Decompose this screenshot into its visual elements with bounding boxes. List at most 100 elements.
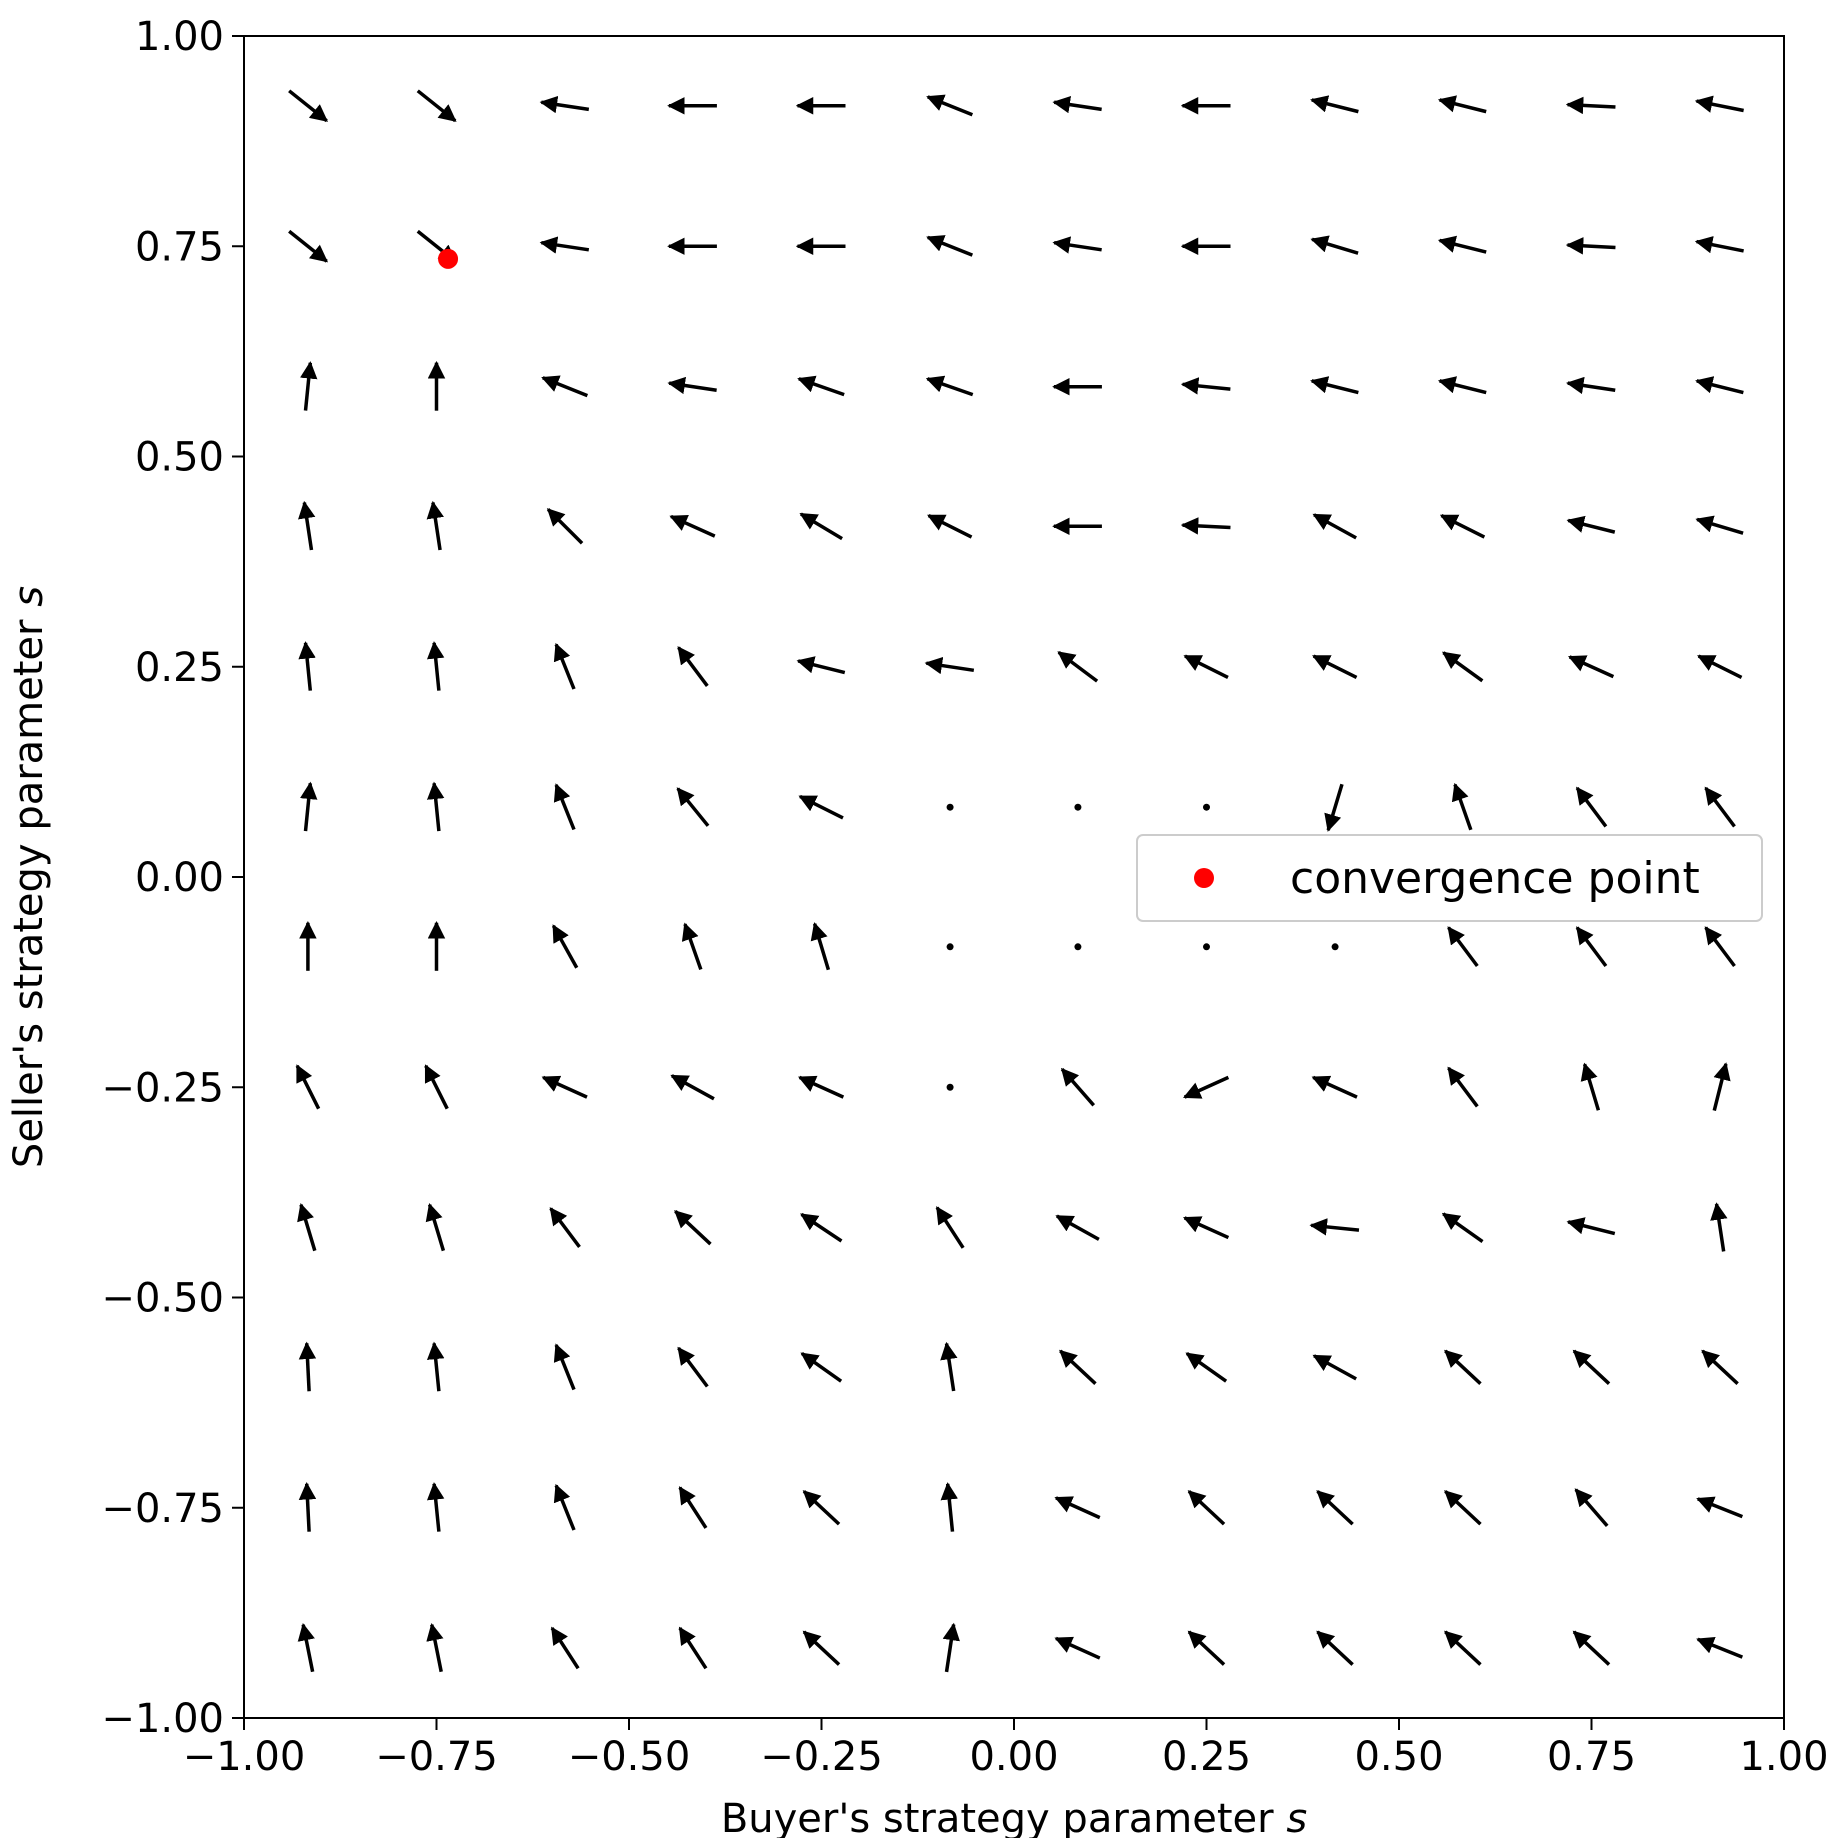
vector-arrow	[1312, 513, 1357, 540]
vector-arrow	[1444, 1490, 1482, 1526]
y-axis-label-text: Seller's strategy parameter	[6, 619, 52, 1168]
vector-arrow	[797, 375, 845, 397]
vector-arrow	[426, 1622, 444, 1673]
x-tick-label: −0.25	[760, 1734, 883, 1780]
convergence-point-layer	[438, 248, 459, 269]
y-tick-label: 0.00	[135, 855, 224, 901]
vector-arrow	[424, 1064, 449, 1110]
legend-marker	[1194, 868, 1214, 888]
vector-arrow	[541, 375, 589, 398]
vector-arrow	[300, 361, 318, 411]
vector-arrow	[1310, 235, 1359, 255]
vector-arrow	[1437, 235, 1487, 254]
vector-arrow	[1568, 655, 1615, 679]
vector-arrow	[800, 1352, 843, 1383]
vector-arrow	[798, 1075, 845, 1099]
vector-arrow	[802, 1490, 841, 1526]
y-tick-label: 0.50	[135, 435, 224, 481]
vector-arrow	[426, 1341, 445, 1392]
vector-arrow	[1309, 1218, 1360, 1236]
vector-arrow	[674, 1210, 712, 1246]
vector-arrow	[940, 1341, 958, 1392]
vector-arrow	[1694, 95, 1744, 113]
vector-arrow	[810, 922, 831, 971]
vector-arrow	[935, 1206, 965, 1249]
vector-arrow	[1572, 1630, 1611, 1666]
y-axis-ticks: 1.00 0.75 0.50 0.25 0.00 −0.25 −0.50 −0.75 −1.00	[101, 14, 244, 1742]
vector-dot	[946, 803, 954, 811]
vector-arrow	[802, 1630, 841, 1666]
vector-arrow	[549, 1207, 581, 1248]
vector-arrow	[1575, 786, 1608, 828]
vector-arrow	[1447, 926, 1479, 968]
vector-arrow	[1712, 1062, 1731, 1111]
y-tick-label: 1.00	[135, 14, 224, 60]
y-tick-label: −1.00	[101, 1696, 224, 1742]
vector-arrow	[1451, 782, 1473, 831]
vector-arrow	[798, 794, 844, 820]
vector-dot	[946, 943, 954, 951]
vector-arrow	[676, 787, 710, 827]
vector-arrow	[796, 656, 846, 675]
vector-arrow	[425, 1203, 446, 1252]
vector-arrow	[288, 229, 329, 263]
vector-arrow	[551, 924, 579, 969]
y-tick-label: −0.75	[101, 1486, 224, 1532]
vector-arrow	[1054, 1496, 1101, 1520]
vector-arrow	[300, 781, 318, 832]
vector-arrow	[677, 646, 709, 688]
vector-arrow	[1183, 654, 1229, 680]
vector-arrow	[678, 1486, 708, 1529]
vector-arrow	[298, 1341, 317, 1392]
vector-arrow	[1696, 1637, 1744, 1659]
y-tick-label: −0.25	[101, 1065, 224, 1111]
vector-arrow	[288, 89, 329, 123]
x-tick-label: −0.75	[375, 1734, 498, 1780]
vector-arrow	[1704, 786, 1736, 828]
vector-dot	[1203, 803, 1210, 811]
y-tick-label: 0.75	[135, 224, 224, 270]
vector-arrow	[1185, 1352, 1228, 1383]
vector-arrow	[927, 514, 973, 539]
vector-arrow	[1052, 95, 1102, 114]
vector-arrow	[1447, 1066, 1479, 1108]
vector-arrow	[1060, 1067, 1096, 1107]
x-tick-label: −0.50	[568, 1734, 691, 1780]
vector-dot	[1331, 943, 1339, 951]
vector-arrow	[1312, 1354, 1357, 1381]
vector-dot	[1203, 943, 1210, 951]
legend-label: convergence point	[1290, 853, 1700, 904]
vector-arrow	[297, 1203, 317, 1252]
vector-arrow	[1572, 1349, 1611, 1385]
vector-arrow	[553, 1343, 576, 1391]
vector-arrow	[1444, 1630, 1482, 1666]
vector-arrow	[550, 1626, 580, 1670]
vector-arrow	[940, 1482, 958, 1532]
vector-arrow	[426, 500, 444, 551]
vector-arrow	[670, 1074, 715, 1101]
vector-arrow	[416, 89, 457, 123]
vector-arrow	[681, 922, 703, 971]
x-tick-label: 0.25	[1162, 1734, 1251, 1780]
vector-arrow	[1437, 95, 1487, 114]
x-axis-ticks: −1.00 −0.75 −0.50 −0.25 0.00 0.25 0.50 0.75 1.00	[183, 1718, 1829, 1780]
x-tick-label: −1.00	[183, 1734, 306, 1780]
x-tick-label: 0.50	[1354, 1734, 1443, 1780]
vector-arrow	[1316, 1490, 1354, 1526]
vector-arrow	[942, 1622, 960, 1673]
vector-arrow	[677, 1346, 709, 1388]
vector-dot	[1074, 803, 1082, 811]
vector-arrow	[426, 1482, 445, 1532]
vector-dot	[946, 1083, 954, 1091]
x-axis-label-text: Buyer's strategy parameter	[721, 1796, 1274, 1838]
y-tick-label: −0.50	[101, 1276, 224, 1322]
vector-arrow	[298, 1482, 317, 1532]
vector-arrow	[1187, 1630, 1226, 1666]
vector-arrow	[295, 1064, 321, 1110]
vector-arrow	[539, 95, 590, 114]
vector-arrow	[1580, 1062, 1601, 1111]
vector-arrow	[298, 500, 316, 551]
vector-arrow	[925, 375, 974, 397]
vector-arrow	[1312, 654, 1358, 680]
